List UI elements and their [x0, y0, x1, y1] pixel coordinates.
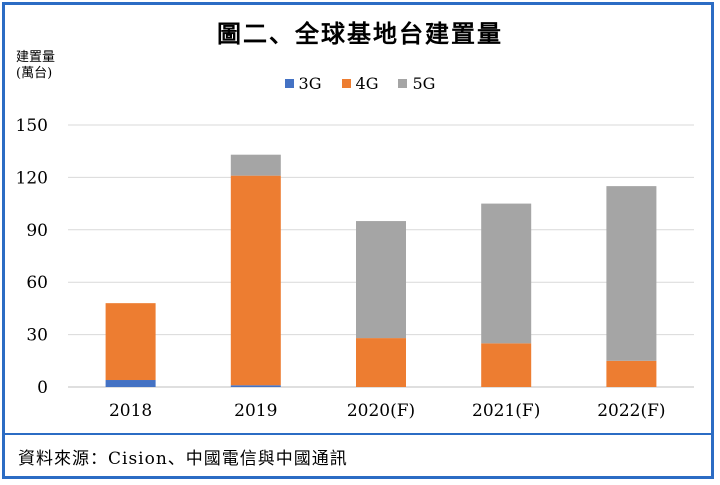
legend-item-4g: 4G — [341, 74, 379, 93]
legend-item-3g: 3G — [284, 74, 322, 93]
y-axis-unit-label: 建置量 (萬台) — [16, 50, 55, 82]
legend-swatch-5g — [398, 79, 408, 88]
legend-item-5g: 5G — [398, 74, 435, 93]
legend-swatch-4g — [341, 79, 351, 88]
source-divider — [5, 433, 713, 435]
legend-swatch-3g — [284, 79, 294, 88]
y-axis-unit-line1: 建置量 — [16, 50, 56, 65]
y-axis-unit-line2: (萬台) — [16, 66, 53, 81]
source-note: 資料來源：Cision、中國電信與中國通訊 — [18, 449, 348, 469]
chart-legend: 3G 4G 5G — [0, 74, 720, 93]
legend-label-4g: 4G — [355, 74, 379, 93]
legend-label-3g: 3G — [298, 74, 322, 93]
chart-title: 圖二、全球基地台建置量 — [217, 19, 503, 48]
legend-label-5g: 5G — [412, 74, 436, 93]
